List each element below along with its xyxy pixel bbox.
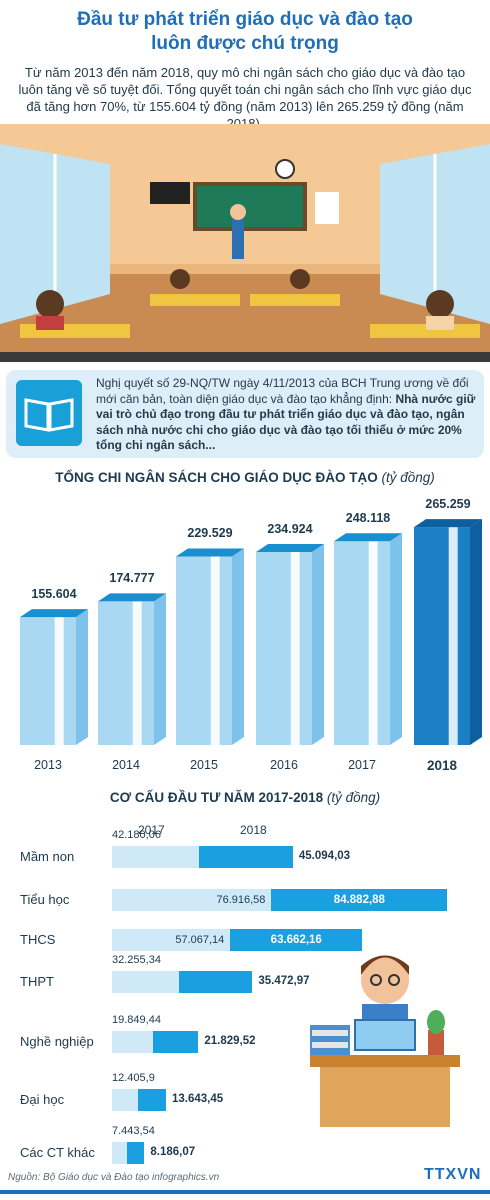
category-label: Mầm non — [20, 849, 75, 864]
bar-2018 — [127, 1142, 145, 1164]
total-budget-title-text: TỔNG CHI NGÂN SÁCH CHO GIÁO DỤC ĐÀO TẠO — [55, 470, 378, 485]
bar-year-2017: 2017 — [348, 758, 376, 772]
bar-year-2013: 2013 — [34, 758, 62, 772]
resolution-box: Nghị quyết số 29-NQ/TW ngày 4/11/2013 củ… — [6, 370, 484, 458]
resolution-bold: Nhà nước giữ vai trò chủ đạo trong đầu t… — [96, 391, 476, 453]
bar-2017 — [112, 846, 200, 868]
total-budget-title: TỔNG CHI NGÂN SÁCH CHO GIÁO DỤC ĐÀO TẠO … — [0, 470, 490, 485]
value-2018: 45.094,03 — [298, 850, 351, 862]
page-title: Đầu tư phát triển giáo dục và đào tạo lu… — [0, 8, 490, 56]
category-label: Các CT khác — [20, 1145, 95, 1160]
bar-2015 — [176, 548, 244, 745]
value-2017: 12.405,9 — [112, 1072, 155, 1084]
bar-2018: 63.662,16 — [230, 929, 363, 951]
value-2017: 32.255,34 — [112, 954, 161, 966]
bar-2018 — [414, 519, 482, 745]
source-text: Nguồn: Bộ Giáo dục và Đào tạo — [8, 1172, 150, 1183]
bar-2013 — [20, 609, 88, 745]
bar-value-2013: 155.604 — [31, 587, 77, 602]
value-2017: 7.443,54 — [112, 1125, 155, 1137]
title-line-2: luôn được chú trọng — [151, 33, 339, 54]
source-site: infographics.vn — [151, 1172, 220, 1183]
resolution-text: Nghị quyết số 29-NQ/TW ngày 4/11/2013 củ… — [96, 376, 476, 454]
bar-2017 — [112, 1089, 138, 1111]
category-label: Tiểu học — [20, 892, 70, 907]
bar-2017 — [112, 1142, 128, 1164]
bar-2018: 84.882,88 — [271, 889, 448, 911]
value-2017: 42.180,06 — [112, 829, 161, 841]
bar-2017: 57.067,14 — [112, 929, 231, 951]
bar-value-2018: 265.259 — [425, 497, 471, 512]
value-2018: 21.829,52 — [204, 1035, 256, 1047]
bar-2014 — [98, 593, 166, 745]
bar-value-2015: 229.529 — [187, 526, 233, 541]
student-reading-illustration — [310, 955, 460, 1127]
footer-line — [0, 1190, 490, 1194]
total-budget-bar-chart — [20, 519, 482, 745]
bar-2017 — [334, 533, 402, 745]
resolution-intro: Nghị quyết số 29-NQ/TW ngày 4/11/2013 củ… — [96, 376, 469, 406]
bar-value-2016: 234.924 — [267, 522, 313, 537]
category-label: THPT — [20, 974, 54, 989]
category-label: Đại học — [20, 1092, 65, 1107]
title-line-1: Đầu tư phát triển giáo dục và đào tạo — [77, 9, 413, 30]
column-2017: 2017 — [138, 823, 165, 837]
structure-title: CƠ CẤU ĐẦU TƯ NĂM 2017-2018 (tỷ đồng) — [0, 790, 490, 805]
column-2018: 2018 — [240, 823, 267, 837]
bar-2018 — [137, 1089, 166, 1111]
bar-year-2018: 2018 — [426, 758, 458, 773]
bar-2018 — [153, 1031, 199, 1053]
bar-2018 — [178, 971, 253, 993]
bar-2017 — [112, 1031, 154, 1053]
source-note: Nguồn: Bộ Giáo dục và Đào tạo infographi… — [8, 1172, 219, 1183]
value-2018: 8.186,07 — [150, 1146, 196, 1158]
ttxvn-logo: TTXVN — [424, 1166, 482, 1183]
category-label: THCS — [20, 932, 56, 947]
bar-2017: 76.916,58 — [112, 889, 272, 911]
intro-paragraph: Từ năm 2013 đến năm 2018, quy mô chi ngâ… — [18, 65, 472, 131]
bar-2018 — [199, 846, 293, 868]
bar-year-2016: 2016 — [270, 758, 298, 772]
classroom-illustration — [0, 124, 490, 362]
structure-unit: (tỷ đồng) — [326, 790, 381, 805]
book-icon — [16, 380, 82, 446]
bar-year-2015: 2015 — [190, 758, 218, 772]
bar-value-2014: 174.777 — [109, 571, 155, 586]
total-budget-unit: (tỷ đồng) — [381, 470, 435, 485]
value-2017: 19.849,44 — [112, 1014, 161, 1026]
bar-year-2014: 2014 — [112, 758, 140, 772]
structure-title-text: CƠ CẤU ĐẦU TƯ NĂM 2017-2018 — [109, 790, 324, 805]
value-2018: 13.643,45 — [171, 1093, 224, 1105]
bar-2017 — [112, 971, 179, 993]
bar-2016 — [256, 544, 324, 745]
category-label: Nghề nghiệp — [20, 1034, 94, 1049]
value-2018: 35.472,97 — [258, 975, 310, 987]
bar-value-2017: 248.118 — [345, 511, 391, 526]
